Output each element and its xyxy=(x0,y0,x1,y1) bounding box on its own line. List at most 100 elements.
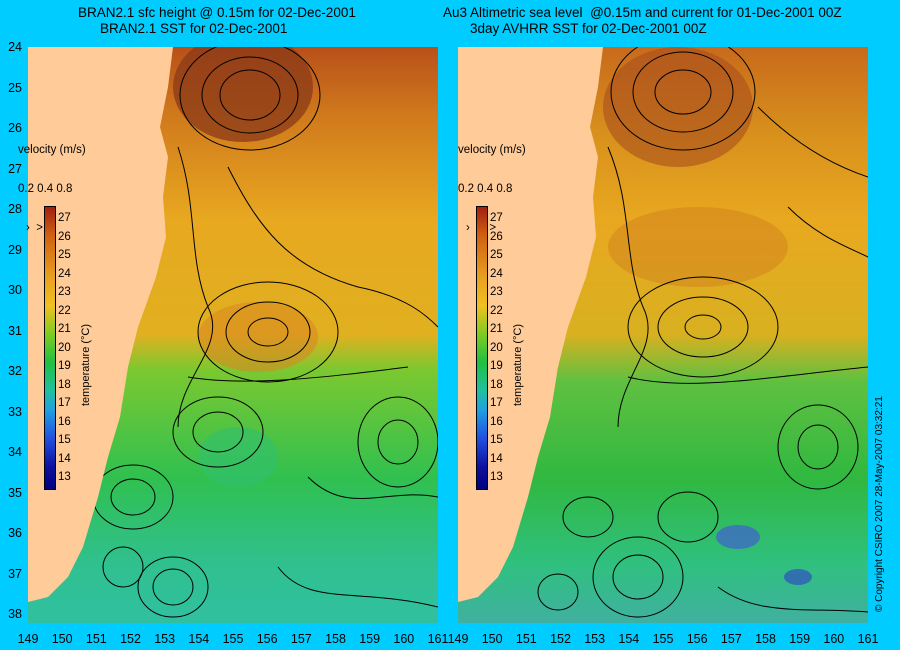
longitude-tick-label: 154 xyxy=(188,632,210,646)
colorbar-tick-label: 15 xyxy=(490,434,503,446)
colorbar-strip xyxy=(44,206,56,490)
colorbar-right: 27 26 25 24 23 22 21 20 19 18 17 16 15 14 13 temperatu… xyxy=(476,206,524,490)
right-sst-map xyxy=(458,47,868,623)
colorbar-tick-label: 19 xyxy=(490,360,503,372)
colorbar-tick-label: 24 xyxy=(490,267,503,280)
colorbar-tick-label: 17 xyxy=(490,397,503,409)
colorbar-tick-label: 15 xyxy=(58,434,71,446)
cold-patch xyxy=(784,569,812,585)
longitude-tick-label: 161 xyxy=(857,632,879,646)
colorbar-tick-label: 13 xyxy=(58,471,71,483)
right-map-panel xyxy=(458,47,868,623)
warm-eddy xyxy=(603,47,753,167)
cold-patch xyxy=(716,525,760,549)
colorbar-tick-label: 21 xyxy=(490,323,503,335)
longitude-tick-label: 157 xyxy=(290,632,312,646)
colorbar-tick-label: 23 xyxy=(490,286,503,298)
longitude-tick-label: 153 xyxy=(584,632,606,646)
colorbar-strip xyxy=(476,206,488,490)
latitude-tick-label: 29 xyxy=(8,242,22,257)
velocity-legend-left: velocity (m/s) 0.2 0.4 0.8 › > > xyxy=(18,118,86,248)
colorbar-axis-label: temperature (°C) xyxy=(512,323,524,406)
longitude-tick-label: 158 xyxy=(755,632,776,646)
left-title-line1: BRAN2.1 sfc height @ 0.15m for 02-Dec-20… xyxy=(78,5,356,20)
longitude-tick-label: 149 xyxy=(17,632,39,646)
longitude-tick-label: 150 xyxy=(51,632,73,646)
longitude-tick-label: 161 xyxy=(427,632,449,646)
colorbar-tick-label: 23 xyxy=(58,286,71,298)
colorbar-tick-label: 22 xyxy=(58,304,71,317)
latitude-tick-label: 26 xyxy=(8,121,22,135)
latitude-tick-label: 30 xyxy=(8,283,22,297)
colorbar-tick-label: 24 xyxy=(58,267,71,280)
latitude-tick-label: 37 xyxy=(8,566,22,581)
latitude-tick-label: 38 xyxy=(8,607,22,621)
longitude-tick-label: 156 xyxy=(686,632,708,646)
colorbar-tick-label: 14 xyxy=(490,452,503,465)
longitude-tick-label: 153 xyxy=(154,632,176,646)
colorbar-tick-label: 18 xyxy=(490,378,503,391)
colorbar-tick-label: 26 xyxy=(58,230,71,243)
right-title-line1: Au3 Altimetric sea level @0.15m and curr… xyxy=(443,5,842,20)
colorbar-tick-label: 20 xyxy=(490,341,503,354)
longitude-tick-label: 152 xyxy=(120,632,141,646)
colorbar-left: 27 26 25 24 23 22 21 20 19 18 17 16 15 14 13 temperatu… xyxy=(44,206,92,490)
longitude-tick-label: 150 xyxy=(481,632,503,646)
colorbar-tick-label: 13 xyxy=(490,471,503,483)
colorbar-tick-label: 27 xyxy=(58,212,71,224)
longitude-tick-label: 154 xyxy=(618,632,640,646)
colorbar-tick-label: 19 xyxy=(58,360,71,372)
longitude-tick-label: 152 xyxy=(550,632,571,646)
sea-level-contours xyxy=(537,47,868,618)
latitude-tick-label: 34 xyxy=(8,445,22,459)
velocity-scale: 0.2 0.4 0.8 xyxy=(458,183,513,195)
latitude-tick-label: 27 xyxy=(8,161,22,176)
warm-eddy xyxy=(198,302,318,372)
longitude-tick-label: 155 xyxy=(222,632,244,646)
right-title-line2: 3day AVHRR SST for 02-Dec-2001 00Z xyxy=(470,21,707,36)
colorbar-tick-label: 25 xyxy=(490,249,503,261)
colorbar-tick-label: 14 xyxy=(58,452,71,465)
longitude-tick-label: 149 xyxy=(447,632,469,646)
longitude-tick-label: 159 xyxy=(789,632,811,646)
colorbar-tick-label: 26 xyxy=(490,230,503,243)
longitude-tick-label: 151 xyxy=(85,632,107,646)
colorbar-tick-label: 16 xyxy=(58,415,71,428)
colorbar-tick-label: 25 xyxy=(58,249,71,261)
latitude-tick-label: 33 xyxy=(8,404,22,419)
latitude-tick-label: 28 xyxy=(8,202,22,216)
cool-eddy xyxy=(198,427,278,487)
longitude-tick-label: 160 xyxy=(823,632,845,646)
colorbar-axis-label: temperature (°C) xyxy=(80,323,92,406)
latitude-tick-label: 31 xyxy=(8,323,22,338)
colorbar-tick-label: 21 xyxy=(58,323,71,335)
latitude-tick-label: 25 xyxy=(8,80,22,95)
warm-eddy xyxy=(608,207,788,287)
velocity-label: velocity (m/s) xyxy=(458,144,526,156)
copyright-note: © Copyright CSIRO 2007 28-May-2007 03:32… xyxy=(874,396,885,612)
latitude-tick-label: 36 xyxy=(8,526,22,540)
velocity-legend-right: velocity (m/s) 0.2 0.4 0.8 › > > xyxy=(458,118,526,248)
sea-level-contours xyxy=(92,47,438,618)
longitude-tick-label: 155 xyxy=(652,632,674,646)
latitude-tick-label: 35 xyxy=(8,485,22,500)
australia-coastline xyxy=(28,47,173,602)
longitude-tick-label: 151 xyxy=(515,632,537,646)
colorbar-tick-label: 17 xyxy=(58,397,71,409)
left-sst-map xyxy=(28,47,438,623)
left-map-panel xyxy=(28,47,438,623)
left-title-line2: BRAN2.1 SST for 02-Dec-2001 xyxy=(100,21,288,36)
velocity-label: velocity (m/s) xyxy=(18,144,86,156)
colorbar-tick-label: 22 xyxy=(490,304,503,317)
longitude-tick-label: 157 xyxy=(720,632,742,646)
longitude-tick-label: 160 xyxy=(393,632,415,646)
colorbar-tick-label: 20 xyxy=(58,341,71,354)
longitude-tick-label: 158 xyxy=(325,632,346,646)
latitude-tick-label: 24 xyxy=(8,40,22,54)
warm-eddy xyxy=(173,47,313,142)
colorbar-tick-label: 16 xyxy=(490,415,503,428)
longitude-tick-label: 159 xyxy=(359,632,381,646)
longitude-tick-label: 156 xyxy=(256,632,278,646)
latitude-tick-label: 32 xyxy=(8,364,22,378)
colorbar-tick-label: 27 xyxy=(490,212,503,224)
